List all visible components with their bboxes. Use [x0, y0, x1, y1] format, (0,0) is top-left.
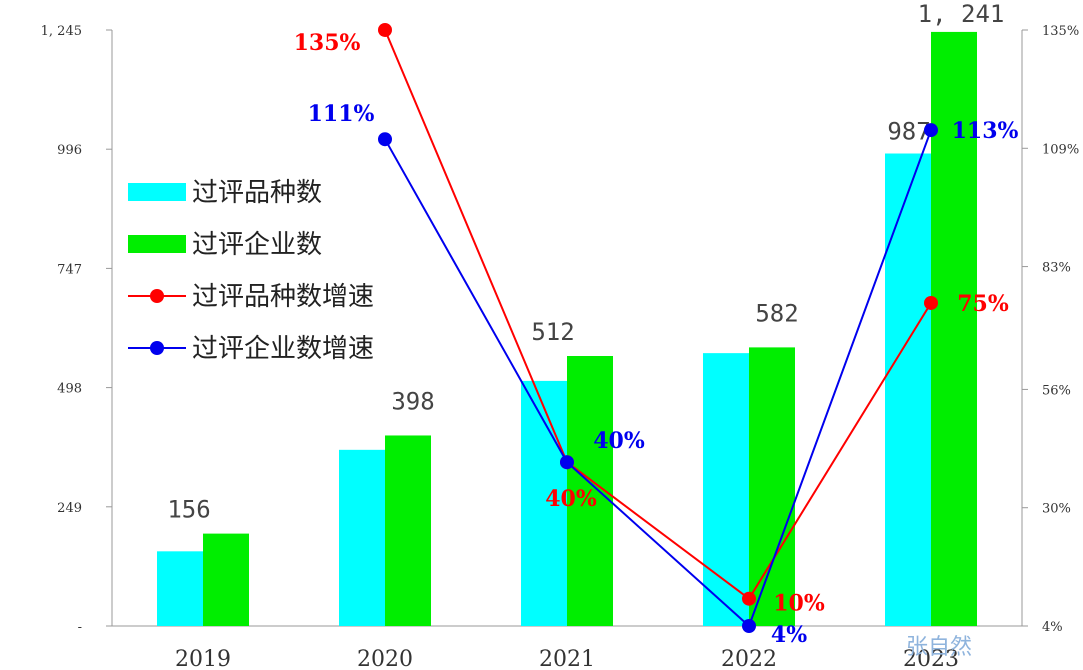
y-right-tick-label: 30%: [1042, 502, 1071, 517]
bar-labels: 156 398 512 582 987 1, 241: [167, 0, 1004, 524]
bar: [203, 533, 249, 626]
growth-value-label: 111%: [308, 101, 375, 127]
y-left-tick-label: 249: [57, 501, 82, 516]
bar: [157, 551, 203, 626]
point-labels: 135% 111% 40% 40% 10% 4% 75% 113%: [294, 30, 1019, 648]
series-marker: [560, 455, 574, 470]
legend-label: 过评企业数增速: [192, 334, 374, 364]
series-line: [384, 29, 932, 601]
growth-value-label: 40%: [545, 486, 597, 512]
x-tick-label: 2023: [903, 647, 959, 670]
bar-value-label: 398: [391, 387, 434, 415]
growth-value-label: 10%: [773, 591, 825, 617]
y-left-tick-label: 996: [57, 143, 82, 158]
x-tick-label: 2022: [721, 647, 777, 670]
series-marker: [924, 295, 938, 310]
bars: [157, 31, 977, 627]
legend-label: 过评品种数增速: [192, 282, 374, 312]
legend-label: 过评品种数: [192, 178, 322, 208]
y-right-tick-label: 56%: [1042, 383, 1071, 398]
legend-swatch: [128, 183, 186, 201]
series-marker: [742, 591, 756, 606]
legend-marker: [150, 289, 164, 303]
watermark: 张自然: [906, 635, 972, 660]
bar-value-label: 512: [531, 318, 574, 346]
legend-label: 过评企业数: [192, 230, 322, 260]
y-right-tick-label: 4%: [1042, 620, 1063, 635]
bar: [385, 435, 431, 626]
bar: [749, 347, 795, 626]
legend-marker: [150, 341, 164, 355]
growth-value-label: 4%: [771, 622, 807, 648]
series-marker: [378, 132, 392, 147]
growth-lines: [378, 23, 938, 633]
growth-value-label: 40%: [593, 428, 645, 454]
bar-value-label: 1, 241: [918, 0, 1005, 28]
y-left-tick-label: -: [78, 620, 82, 635]
growth-value-label: 113%: [952, 118, 1019, 144]
y-left-tick-label: 498: [57, 382, 82, 397]
y-right-tick-label: 135%: [1042, 24, 1079, 39]
legend-swatch: [128, 235, 186, 253]
growth-value-label: 75%: [957, 291, 1009, 317]
series-line: [384, 129, 932, 628]
bar: [885, 153, 931, 627]
x-tick-label: 2021: [539, 647, 595, 670]
bar-value-label: 582: [755, 299, 798, 327]
growth-value-label: 135%: [294, 30, 361, 56]
x-tick-label: 2020: [357, 647, 413, 670]
y-right-tick-label: 109%: [1042, 142, 1079, 157]
series-marker: [924, 123, 938, 138]
series-marker: [378, 23, 392, 37]
bar-value-label: 987: [887, 118, 930, 146]
series-marker: [742, 619, 756, 633]
y-right-tick-label: 83%: [1042, 261, 1071, 276]
y-left-tick-label: 747: [57, 262, 82, 277]
bar: [931, 31, 977, 627]
bar: [339, 449, 385, 626]
bar: [703, 353, 749, 626]
x-tick-label: 2019: [175, 647, 231, 670]
y-left-tick-label: 1, 245: [41, 24, 82, 39]
axes: - 249 498 747 996 1, 245 4% 30% 56% 83% 109% 135% 20…: [41, 24, 1080, 670]
bar-value-label: 156: [167, 496, 210, 524]
